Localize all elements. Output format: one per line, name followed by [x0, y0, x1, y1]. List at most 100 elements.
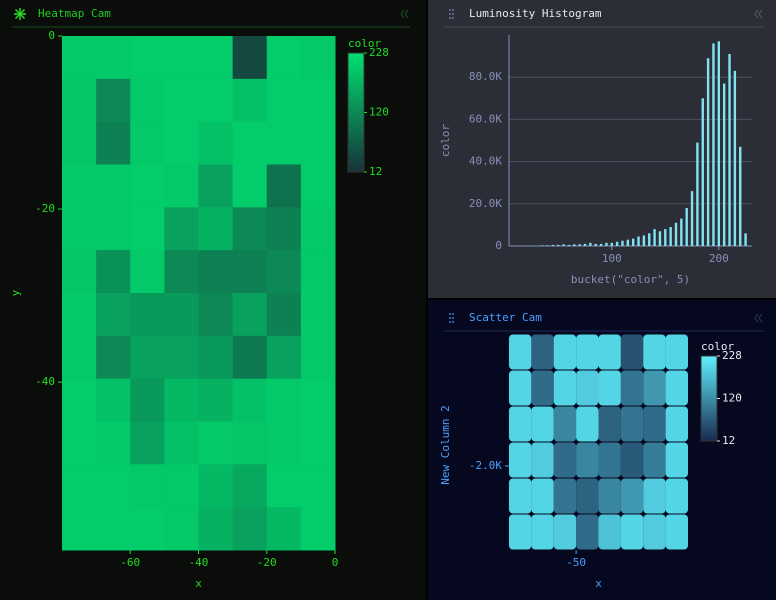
collapse-button[interactable] [754, 9, 759, 19]
bar [551, 244, 555, 246]
point [598, 478, 621, 514]
x-axis-label: x [195, 577, 202, 590]
heatmap-cell [164, 507, 199, 551]
collapse-button[interactable] [404, 9, 409, 19]
x-tick-label: 100 [602, 252, 622, 265]
heatmap-cell [130, 207, 165, 251]
heatmap-cell [164, 121, 199, 165]
heatmap-cell [130, 378, 165, 422]
heatmap-cell [130, 507, 165, 551]
collapse-button[interactable] [758, 9, 763, 19]
y-tick-label: 0 [495, 239, 502, 252]
drag-handle[interactable] [449, 9, 454, 19]
collapse-button[interactable] [400, 9, 405, 19]
y-axis-label: New Column 2 [439, 405, 452, 484]
point [531, 370, 554, 406]
heatmap-cell [62, 78, 97, 123]
bar [594, 243, 597, 246]
heatmap-cell [198, 164, 234, 208]
heatmap-cell [130, 121, 165, 165]
bar [605, 242, 608, 246]
heatmap-cell [164, 421, 199, 465]
heatmap-cell [232, 421, 268, 465]
heatmap-cell [96, 121, 131, 165]
point [598, 514, 621, 550]
bar [722, 83, 726, 246]
heatmap-cell [62, 250, 97, 294]
bar [701, 98, 704, 246]
point [508, 478, 532, 514]
heatmap-cell [232, 378, 268, 422]
y-tick-label: 60.0K [469, 112, 502, 125]
colorbar [347, 52, 365, 173]
heatmap-cell [300, 36, 336, 80]
point [643, 478, 666, 514]
heatmap-cell [62, 335, 97, 380]
heatmap-cell [300, 507, 336, 551]
x-axis-label: bucket("color", 5) [571, 273, 690, 286]
point [620, 370, 644, 406]
point [643, 442, 666, 478]
point [598, 370, 621, 406]
heatmap-cell [198, 335, 234, 380]
heatmap-cell [96, 207, 131, 251]
point [598, 442, 621, 478]
heatmap-cell [300, 121, 336, 165]
heatmap-cell [96, 507, 131, 551]
point [508, 514, 532, 550]
heatmap-cell [164, 250, 199, 294]
bar [583, 243, 587, 246]
heatmap-cell [232, 36, 268, 80]
heatmap-cell [300, 207, 336, 251]
point [576, 514, 599, 550]
bar [674, 222, 678, 246]
point [553, 514, 577, 550]
bar [578, 244, 581, 246]
bar [642, 235, 646, 246]
heatmap-cell [232, 335, 268, 380]
heatmap-cell [130, 250, 165, 294]
heatmap-cell [164, 78, 199, 123]
bar [733, 70, 737, 247]
bar [610, 242, 613, 246]
point [643, 334, 666, 370]
point [620, 334, 644, 370]
bar [626, 239, 630, 246]
x-axis-label: x [595, 577, 602, 590]
point [531, 478, 554, 514]
heatmap-cell [130, 293, 165, 337]
drag-handle[interactable] [449, 313, 454, 323]
heatmap-cell [266, 36, 302, 80]
heatmap-cell [300, 464, 336, 508]
heatmap-cell [300, 378, 336, 422]
heatmap-cell [232, 464, 268, 508]
point [665, 370, 689, 406]
y-axis-label: y [9, 289, 22, 296]
heatmap-cell [232, 207, 268, 251]
bar [739, 146, 742, 246]
bar [653, 229, 656, 246]
heatmap-cell [232, 121, 268, 165]
heatmap-cell [164, 464, 199, 508]
collapse-button[interactable] [754, 313, 759, 323]
colorbar-tick-label: 12 [722, 434, 735, 447]
heatmap-cell [232, 164, 268, 208]
bar [567, 244, 571, 246]
point [643, 514, 666, 550]
colorbar-tick-label: 120 [369, 106, 389, 119]
heatmap-cell [300, 293, 336, 337]
point [665, 478, 689, 514]
bar [712, 43, 715, 246]
heatmap-cell [96, 378, 131, 422]
bar [599, 243, 603, 246]
point [665, 442, 689, 478]
heatmap-cell [130, 421, 165, 465]
heatmap-cell [266, 421, 302, 465]
heatmap-cell [130, 464, 165, 508]
collapse-button[interactable] [758, 313, 763, 323]
heatmap-cell [300, 421, 336, 465]
heatmap-cell [266, 293, 302, 337]
point [553, 370, 577, 406]
